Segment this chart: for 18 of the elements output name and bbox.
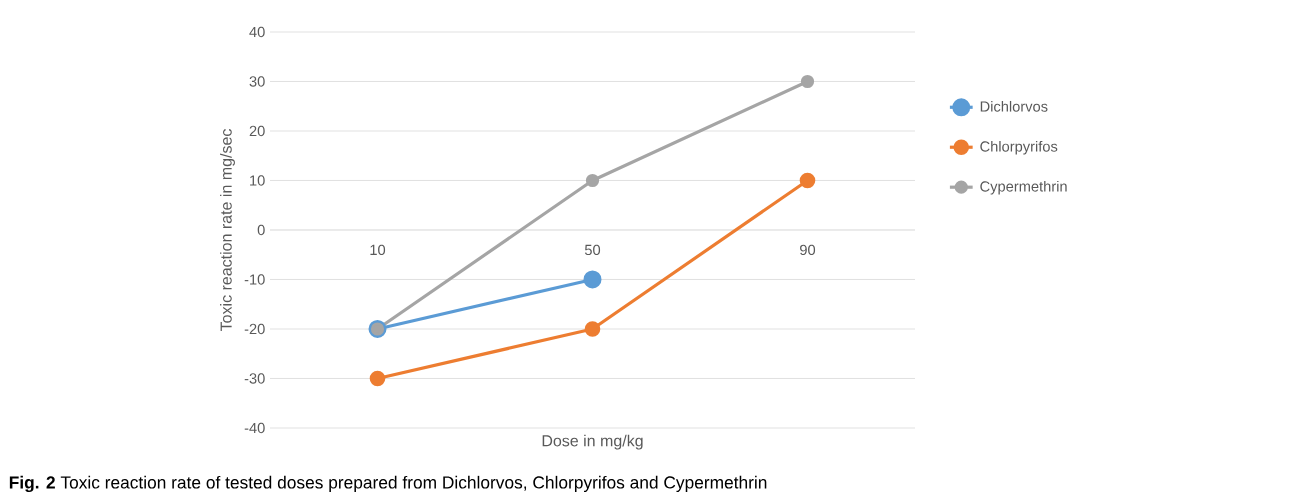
- y-tick-label: 30: [249, 76, 265, 87]
- x-tick-label: 90: [800, 244, 816, 256]
- x-axis-title: Dose in mg/kg: [542, 434, 643, 450]
- y-tick-label: 0: [257, 224, 265, 236]
- legend-label: Cypermethrin: [980, 180, 1067, 195]
- x-tick-label: 10: [370, 244, 386, 256]
- y-tick-label: 20: [249, 125, 265, 137]
- legend-label: Dichlorvos: [980, 100, 1048, 112]
- x-tick-label: 50: [584, 244, 601, 256]
- y-tick-label: -20: [244, 323, 265, 335]
- y-tick-label: 10: [250, 175, 265, 186]
- y-tick-label: -40: [244, 422, 265, 434]
- y-tick-label: -10: [244, 274, 265, 285]
- y-tick-label: 40: [249, 26, 265, 38]
- text: Fig. 2 Toxic reaction rate of tested doses prepared from Dichlorvos, Chlorpyrifos and Cypermethrin: [9, 475, 767, 493]
- legend-label: Chlorpyrifos: [980, 140, 1058, 155]
- y-tick-label: -30: [244, 373, 265, 384]
- y-axis-title: Toxic reaction rate in mg/sec: [220, 129, 235, 332]
